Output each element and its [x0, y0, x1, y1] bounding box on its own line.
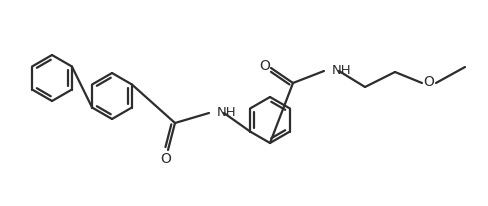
- Text: NH: NH: [331, 63, 351, 76]
- Text: NH: NH: [217, 105, 236, 118]
- Text: O: O: [259, 59, 270, 73]
- Text: O: O: [423, 75, 433, 89]
- Text: O: O: [160, 152, 171, 166]
